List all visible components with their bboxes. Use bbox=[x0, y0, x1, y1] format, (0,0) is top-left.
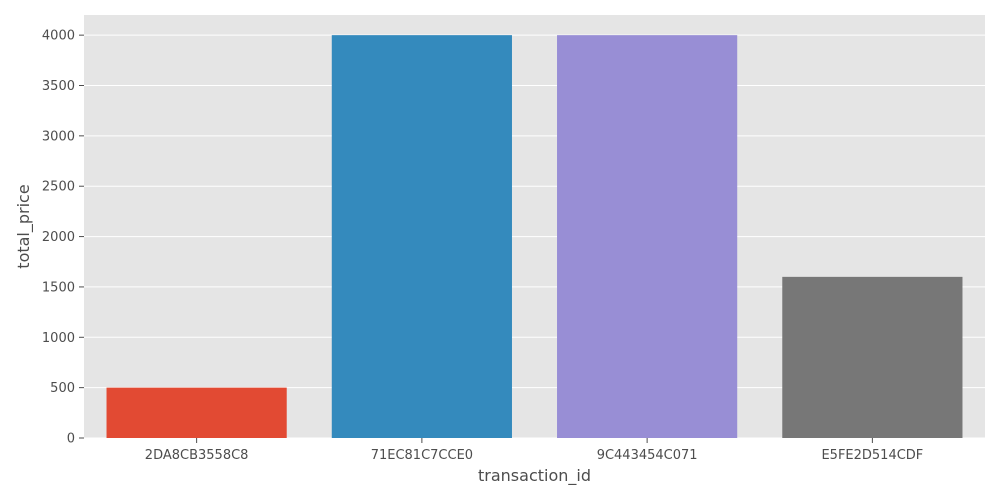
bar-E5FE2D514CDF bbox=[782, 276, 963, 438]
x-tick-label: 9C443454C071 bbox=[597, 448, 698, 463]
y-tick-label: 4000 bbox=[42, 29, 75, 44]
y-axis-ticks: 0 500 1000 1500 2000 2500 3000 3500 4000 bbox=[42, 29, 84, 447]
x-tick-label: E5FE2D514CDF bbox=[821, 448, 923, 463]
x-tick-label: 2DA8CB3558C8 bbox=[145, 448, 249, 463]
y-axis-title: total_price bbox=[14, 184, 34, 268]
bar-9C443454C071 bbox=[557, 35, 738, 439]
y-tick-label: 2500 bbox=[42, 180, 75, 195]
y-tick-label: 1000 bbox=[42, 331, 75, 346]
x-tick-label: 71EC81C7CCE0 bbox=[371, 448, 473, 463]
y-tick-label: 1500 bbox=[42, 280, 75, 295]
y-tick-label: 500 bbox=[50, 381, 75, 396]
bars bbox=[106, 35, 963, 439]
y-tick-label: 2000 bbox=[42, 230, 75, 245]
y-tick-label: 3500 bbox=[42, 79, 75, 94]
y-tick-label: 0 bbox=[67, 432, 75, 447]
x-axis-title: transaction_id bbox=[478, 466, 591, 486]
bar-2DA8CB3558C8 bbox=[106, 387, 287, 438]
x-axis-ticks: 2DA8CB3558C8 71EC81C7CCE0 9C443454C071 E5FE… bbox=[145, 438, 923, 463]
bar-71EC81C7CCE0 bbox=[331, 35, 512, 439]
y-tick-label: 3000 bbox=[42, 129, 75, 144]
